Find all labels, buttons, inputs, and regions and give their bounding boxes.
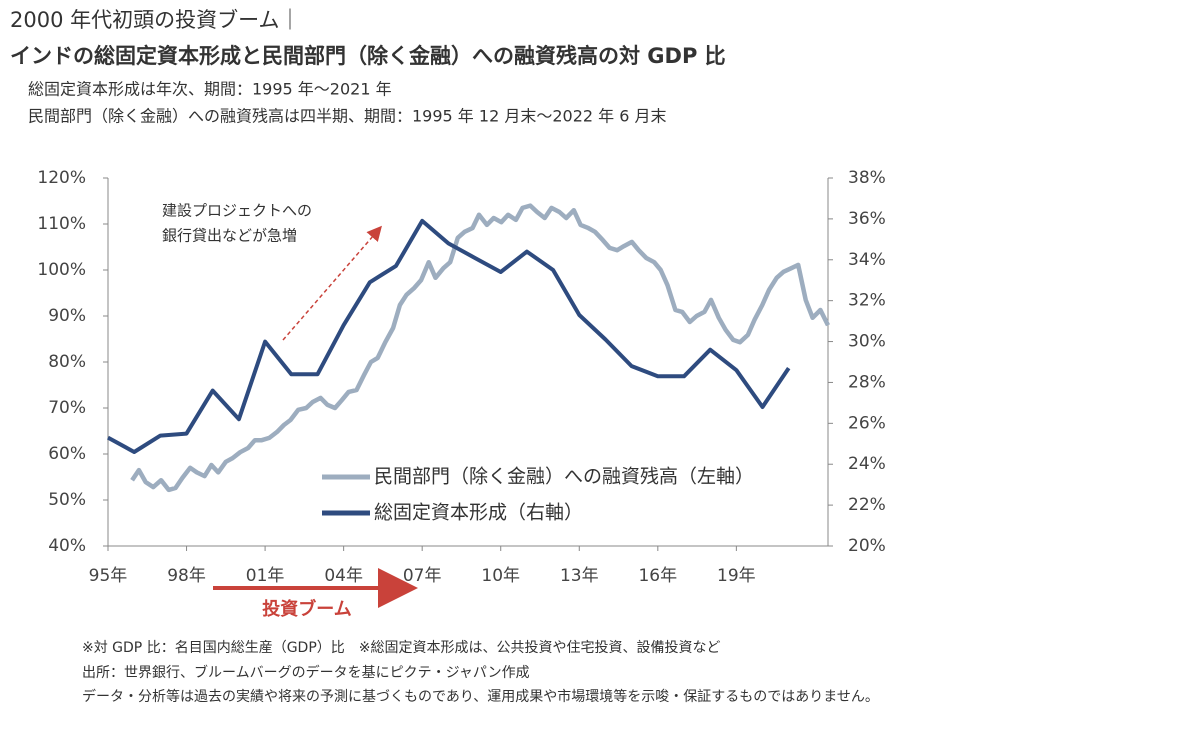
x-tick-label: 95年 — [89, 566, 128, 586]
y2-tick-label: 20% — [848, 536, 886, 556]
legend-label: 民間部門（除く金融）への融資残高（左軸） — [374, 466, 754, 488]
x-tick-label: 01年 — [246, 566, 285, 586]
x-tick-label: 04年 — [324, 566, 363, 586]
annotation: 建設プロジェクトへの — [162, 202, 312, 220]
boom-label: 投資ブーム — [262, 598, 351, 620]
note: データ・分析等は過去の実績や将来の予測に基づくものであり、運用成果や市場環境等を… — [82, 688, 879, 705]
subtitle-line: 総固定資本形成は年次、期間：1995 年～2021 年 — [28, 80, 392, 99]
y2-tick-label: 22% — [848, 495, 886, 515]
y-tick-label: 100% — [37, 260, 86, 280]
annotation-arrow — [282, 225, 382, 341]
y2-tick-label: 32% — [848, 291, 886, 311]
y2-tick-label: 28% — [848, 372, 886, 392]
legend-label: 総固定資本形成（右軸） — [374, 502, 583, 524]
title-line: インドの総固定資本形成と民間部門（除く金融）への融資残高の対 GDP 比 — [10, 44, 726, 68]
subtitle-line: 民間部門（除く金融）への融資残高は四半期、期間：1995 年 12 月末～202… — [28, 107, 667, 126]
series-line — [130, 203, 831, 493]
y-tick-label: 80% — [48, 352, 86, 372]
y-tick-label: 90% — [48, 306, 86, 326]
y2-tick-label: 34% — [848, 250, 886, 270]
y2-tick-label: 36% — [848, 209, 886, 229]
y-tick-label: 110% — [37, 214, 86, 234]
x-tick-label: 13年 — [560, 566, 599, 586]
note: 出所：世界銀行、ブルームバーグのデータを基にピクテ・ジャパン作成 — [82, 664, 530, 681]
x-tick-label: 16年 — [638, 566, 677, 586]
y-tick-label: 70% — [48, 398, 86, 418]
y-tick-label: 60% — [48, 444, 86, 464]
x-tick-label: 98年 — [167, 566, 206, 586]
y2-tick-label: 24% — [848, 454, 886, 474]
title-line: 2000 年代初頭の投資ブーム｜ — [10, 8, 301, 32]
series-line — [107, 218, 791, 454]
y-tick-label: 50% — [48, 490, 86, 510]
annotation: 銀行貸出などが急増 — [162, 227, 297, 245]
y-tick-label: 40% — [48, 536, 86, 556]
y-tick-label: 120% — [37, 168, 86, 188]
note: ※対 GDP 比：名目国内総生産（GDP）比 ※総固定資本形成は、公共投資や住宅… — [82, 640, 721, 656]
y2-tick-label: 30% — [848, 332, 886, 352]
x-tick-label: 10年 — [481, 566, 520, 586]
y2-tick-label: 38% — [848, 168, 886, 188]
x-tick-label: 07年 — [403, 566, 442, 586]
x-tick-label: 19年 — [717, 566, 756, 586]
y2-tick-label: 26% — [848, 413, 886, 433]
